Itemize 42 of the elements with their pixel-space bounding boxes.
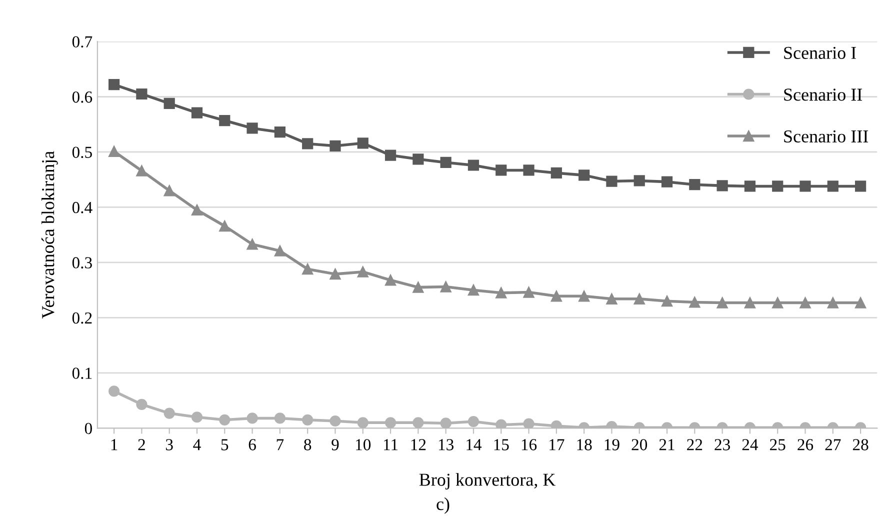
x-tick-label: 8 xyxy=(304,439,312,450)
y-tick-label: 0.2 xyxy=(72,312,92,324)
legend-label: Scenario I xyxy=(784,46,856,59)
x-tick-label: 28 xyxy=(852,439,868,450)
x-tick-label: 9 xyxy=(332,439,339,450)
y-tick-label: 0.7 xyxy=(72,36,92,48)
x-tick-label: 7 xyxy=(276,439,284,450)
x-tick-label: 13 xyxy=(438,439,454,450)
x-tick-label: 5 xyxy=(221,439,228,450)
x-tick-label: 19 xyxy=(604,439,620,450)
y-tick-label: 0.4 xyxy=(72,202,92,214)
x-tick-label: 21 xyxy=(659,439,674,450)
x-tick-label: 26 xyxy=(798,439,814,450)
x-tick-label: 2 xyxy=(138,439,145,450)
y-tick-label: 0.1 xyxy=(72,368,92,379)
x-axis-title: Broj konvertora, K xyxy=(419,473,556,490)
x-tick-label: 18 xyxy=(577,439,592,450)
legend-label: Scenario II xyxy=(784,88,862,101)
x-tick-label: 22 xyxy=(687,439,702,450)
x-tick-label: 23 xyxy=(714,439,730,450)
x-tick-label: 27 xyxy=(825,439,841,450)
legend-label: Scenario III xyxy=(784,130,868,143)
x-tick-label: 12 xyxy=(411,439,426,450)
x-tick-label: 25 xyxy=(770,439,786,450)
y-tick-label: 0.6 xyxy=(72,91,92,103)
x-tick-label: 14 xyxy=(466,439,482,450)
x-tick-label: 6 xyxy=(248,439,256,450)
x-tick-label: 11 xyxy=(384,439,398,450)
x-tick-label: 1 xyxy=(111,439,118,450)
x-tick-label: 15 xyxy=(494,439,509,450)
x-tick-label: 16 xyxy=(522,439,537,450)
x-tick-label: 20 xyxy=(632,439,648,450)
x-tick-label: 24 xyxy=(742,439,758,450)
text: c) xyxy=(436,497,450,514)
x-tick-label: 3 xyxy=(166,439,173,450)
y-axis-title: Verovatnoća blokiranja xyxy=(41,151,58,319)
x-tick-label: 10 xyxy=(356,439,371,450)
y-tick-label: 0.5 xyxy=(72,146,92,158)
y-tick-label: 0.3 xyxy=(72,257,92,268)
y-tick-label: 0 xyxy=(84,422,92,434)
x-tick-label: 4 xyxy=(193,439,201,450)
x-tick-label: 17 xyxy=(550,439,564,450)
